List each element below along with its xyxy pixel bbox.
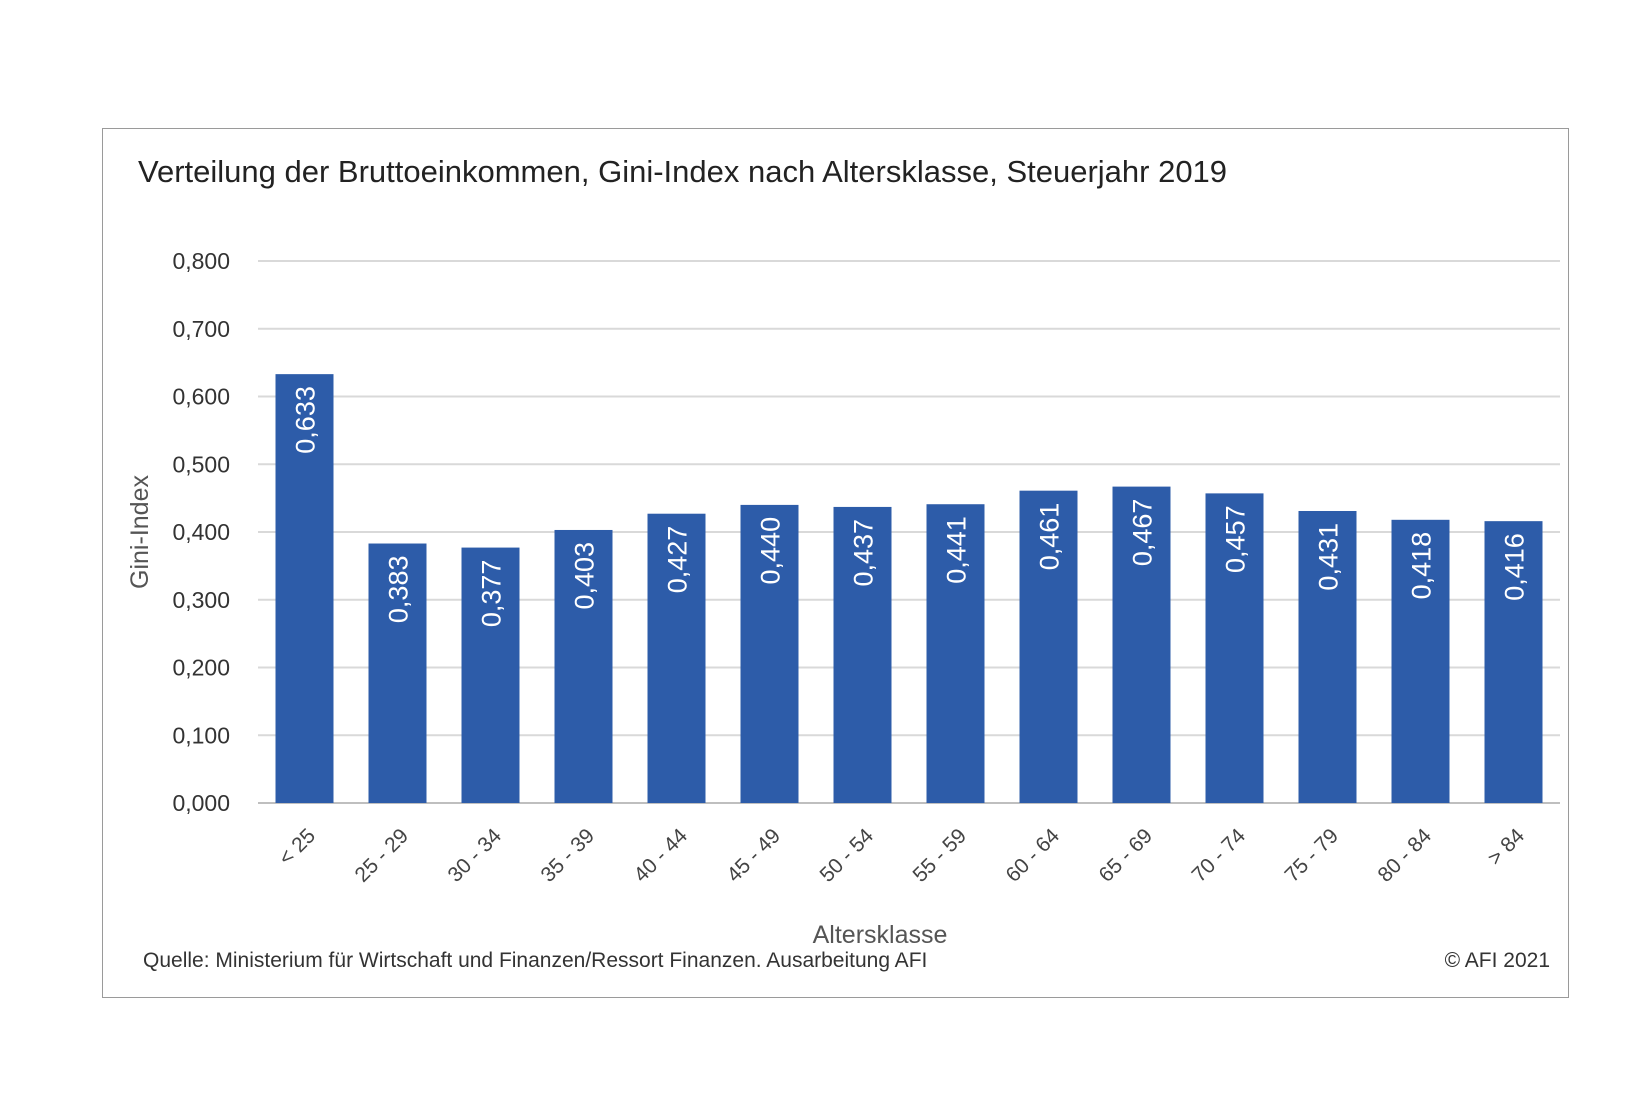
bar-value-label: 0,457	[1221, 505, 1251, 573]
bar-value-label: 0,431	[1314, 523, 1344, 591]
bar-value-label: 0,416	[1500, 533, 1530, 601]
bar	[554, 529, 613, 803]
x-tick-label: 45 - 49	[723, 824, 786, 887]
bar	[368, 543, 427, 803]
y-axis-title: Gini-Index	[126, 475, 154, 589]
x-tick-label: 35 - 39	[537, 824, 600, 887]
bar	[1112, 486, 1171, 803]
bar	[1391, 519, 1450, 803]
x-axis-title: Altersklasse	[813, 921, 948, 949]
bar-value-label: 0,461	[1035, 503, 1065, 571]
bar	[1019, 490, 1078, 803]
x-tick-label: 65 - 69	[1095, 824, 1158, 887]
x-tick-label: 75 - 79	[1281, 824, 1344, 887]
bar-value-label: 0,441	[942, 516, 972, 584]
y-tick-label: 0,600	[172, 384, 230, 410]
y-tick-label: 0,200	[172, 655, 230, 681]
bar-value-label: 0,633	[291, 386, 321, 454]
bar-value-label: 0,467	[1128, 499, 1158, 567]
bar	[1298, 510, 1357, 803]
bar	[740, 504, 799, 803]
bar-value-label: 0,403	[570, 542, 600, 610]
x-tick-label: 60 - 64	[1002, 824, 1065, 887]
x-tick-label: 30 - 34	[444, 824, 507, 887]
bar	[461, 547, 520, 803]
y-tick-label: 0,800	[172, 248, 230, 274]
bar-value-label: 0,437	[849, 519, 879, 587]
bar	[1205, 493, 1264, 803]
y-tick-label: 0,100	[172, 722, 230, 748]
bar-value-label: 0,440	[756, 517, 786, 585]
chart-title: Verteilung der Bruttoeinkommen, Gini-Ind…	[138, 154, 1228, 189]
y-tick-label: 0,000	[172, 790, 230, 816]
bar	[275, 374, 334, 803]
y-tick-label: 0,400	[172, 519, 230, 545]
bar-value-label: 0,427	[663, 526, 693, 594]
y-tick-label: 0,700	[172, 316, 230, 342]
bar	[647, 513, 706, 803]
x-tick-label: 80 - 84	[1374, 824, 1437, 887]
bar-value-label: 0,418	[1407, 532, 1437, 600]
source-note: Quelle: Ministerium für Wirtschaft und F…	[143, 949, 928, 972]
x-tick-label: 55 - 59	[909, 824, 972, 887]
y-tick-label: 0,500	[172, 451, 230, 477]
x-tick-label: 25 - 29	[351, 824, 414, 887]
bar-value-label: 0,383	[384, 556, 414, 624]
bar	[1484, 521, 1543, 803]
y-tick-label: 0,300	[172, 587, 230, 613]
x-tick-label: 40 - 44	[630, 824, 693, 887]
bar-value-label: 0,377	[477, 560, 507, 628]
x-tick-label: > 84	[1483, 824, 1529, 870]
x-tick-label: 50 - 54	[816, 824, 879, 887]
bar	[833, 506, 892, 803]
copyright-note: © AFI 2021	[1444, 949, 1550, 972]
x-tick-label: 70 - 74	[1188, 824, 1251, 887]
bar	[926, 504, 985, 803]
x-tick-label: < 25	[274, 824, 320, 870]
